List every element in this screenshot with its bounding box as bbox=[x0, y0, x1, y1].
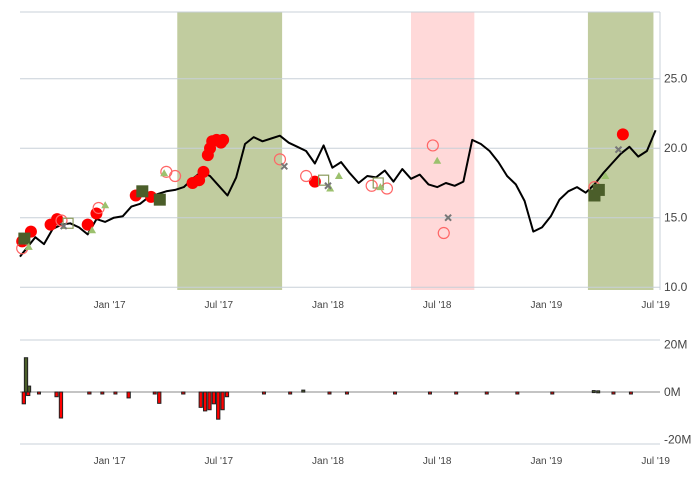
marker-filled-circle bbox=[51, 213, 64, 226]
volume-bar bbox=[327, 391, 332, 395]
volume-bar bbox=[261, 391, 266, 395]
marker-cross bbox=[324, 182, 332, 190]
marker-filled-circle bbox=[197, 165, 210, 178]
marker-hollow-square bbox=[62, 217, 74, 229]
volume-bar bbox=[126, 391, 131, 399]
volume-bar bbox=[198, 391, 203, 408]
y-tick-label: 20.0 bbox=[664, 141, 688, 155]
volume-bar bbox=[27, 385, 32, 393]
x-tick-label: Jul '17 bbox=[204, 456, 233, 467]
x-tick-label: Jul '19 bbox=[641, 456, 670, 467]
volume-bar bbox=[87, 391, 92, 395]
y-tick-label: 25.0 bbox=[664, 72, 688, 86]
volume-bar bbox=[113, 391, 118, 395]
volume-bar bbox=[207, 391, 212, 411]
volume-bar bbox=[23, 357, 29, 393]
volume-bar bbox=[152, 391, 157, 395]
marker-hollow-circle bbox=[437, 226, 450, 240]
marker-filled-circle bbox=[616, 128, 629, 141]
y-tick-label: 20M bbox=[664, 338, 687, 352]
volume-bar bbox=[427, 391, 432, 395]
volume-bar bbox=[211, 391, 216, 405]
volume-bar bbox=[611, 391, 616, 395]
volume-bar bbox=[100, 391, 105, 395]
volume-bar bbox=[484, 391, 489, 395]
marker-triangle bbox=[334, 172, 343, 180]
marker-triangle bbox=[433, 156, 442, 164]
volume-bar bbox=[591, 390, 596, 394]
marker-hollow-circle bbox=[55, 214, 68, 227]
marker-cross bbox=[280, 162, 289, 170]
marker-triangle bbox=[24, 242, 33, 250]
volume-bar bbox=[628, 391, 633, 395]
marker-cross bbox=[444, 214, 452, 222]
marker-triangle bbox=[88, 226, 97, 234]
volume-bar bbox=[301, 389, 306, 393]
volume-bar bbox=[224, 391, 230, 398]
x-tick-label: Jan '19 bbox=[530, 300, 562, 311]
x-tick-label: Jan '18 bbox=[312, 300, 344, 311]
marker-filled-square bbox=[592, 183, 605, 196]
marker-triangle bbox=[101, 201, 110, 209]
marker-hollow-circle bbox=[168, 169, 182, 183]
y-tick-label: 0M bbox=[664, 385, 681, 399]
x-tick-label: Jul '18 bbox=[423, 456, 452, 467]
volume-bar bbox=[54, 391, 59, 398]
marker-cross bbox=[614, 145, 623, 154]
marker-filled-square bbox=[136, 185, 149, 198]
volume-bar bbox=[202, 391, 208, 412]
price-panel: Jan '17 Jul '17 Jan '18 Jul '18 Jan '19 Jul '… bbox=[16, 11, 688, 311]
marker-hollow-circle bbox=[300, 169, 313, 183]
marker-hollow-circle bbox=[426, 139, 439, 152]
y-tick-label: 15.0 bbox=[664, 211, 688, 225]
price-line bbox=[19, 129, 657, 258]
volume-bar bbox=[157, 391, 162, 404]
marker-hollow-circle bbox=[273, 153, 287, 166]
volume-bar bbox=[58, 391, 64, 419]
volume-bar bbox=[36, 391, 41, 395]
x-tick-label: Jan '18 bbox=[312, 456, 344, 467]
volume-bar bbox=[515, 391, 520, 395]
volume-panel: Jan '17 Jul '17 Jan '18 Jul '18 Jan '19 Jul '… bbox=[20, 338, 691, 467]
x-tick-label: Jan '17 bbox=[94, 300, 126, 311]
marker-hollow-circle bbox=[365, 179, 378, 192]
y-tick-label: -20M bbox=[664, 432, 691, 446]
volume-bar bbox=[21, 391, 26, 405]
x-tick-label: Jan '17 bbox=[94, 456, 126, 467]
volume-bar bbox=[393, 391, 398, 395]
marker-filled-circle bbox=[81, 218, 94, 231]
x-tick-label: Jan '19 bbox=[530, 456, 562, 467]
shaded-region bbox=[177, 12, 283, 290]
marker-triangle bbox=[160, 169, 169, 177]
x-tick-label: Jul '18 bbox=[423, 300, 452, 311]
x-tick-label: Jul '19 bbox=[641, 300, 670, 311]
volume-bar bbox=[344, 391, 349, 395]
marker-filled-circle bbox=[308, 175, 321, 188]
volume-bar bbox=[288, 391, 293, 395]
volume-bar bbox=[216, 391, 221, 420]
marker-hollow-square bbox=[318, 174, 330, 186]
marker-triangle bbox=[601, 172, 610, 180]
shaded-region bbox=[410, 12, 475, 290]
volume-bar bbox=[550, 391, 555, 395]
volume-bar bbox=[596, 390, 601, 394]
volume-bar bbox=[220, 391, 225, 411]
y-tick-label: 10.0 bbox=[664, 280, 688, 294]
marker-filled-circle bbox=[217, 133, 230, 146]
x-tick-label: Jul '17 bbox=[204, 300, 233, 311]
volume-bar bbox=[454, 391, 459, 395]
volume-bar bbox=[26, 391, 31, 397]
marker-filled-square bbox=[18, 232, 31, 245]
volume-bar bbox=[181, 391, 186, 395]
marker-cross bbox=[59, 222, 68, 230]
marker-triangle bbox=[376, 183, 385, 191]
marker-filled-square bbox=[153, 193, 166, 206]
